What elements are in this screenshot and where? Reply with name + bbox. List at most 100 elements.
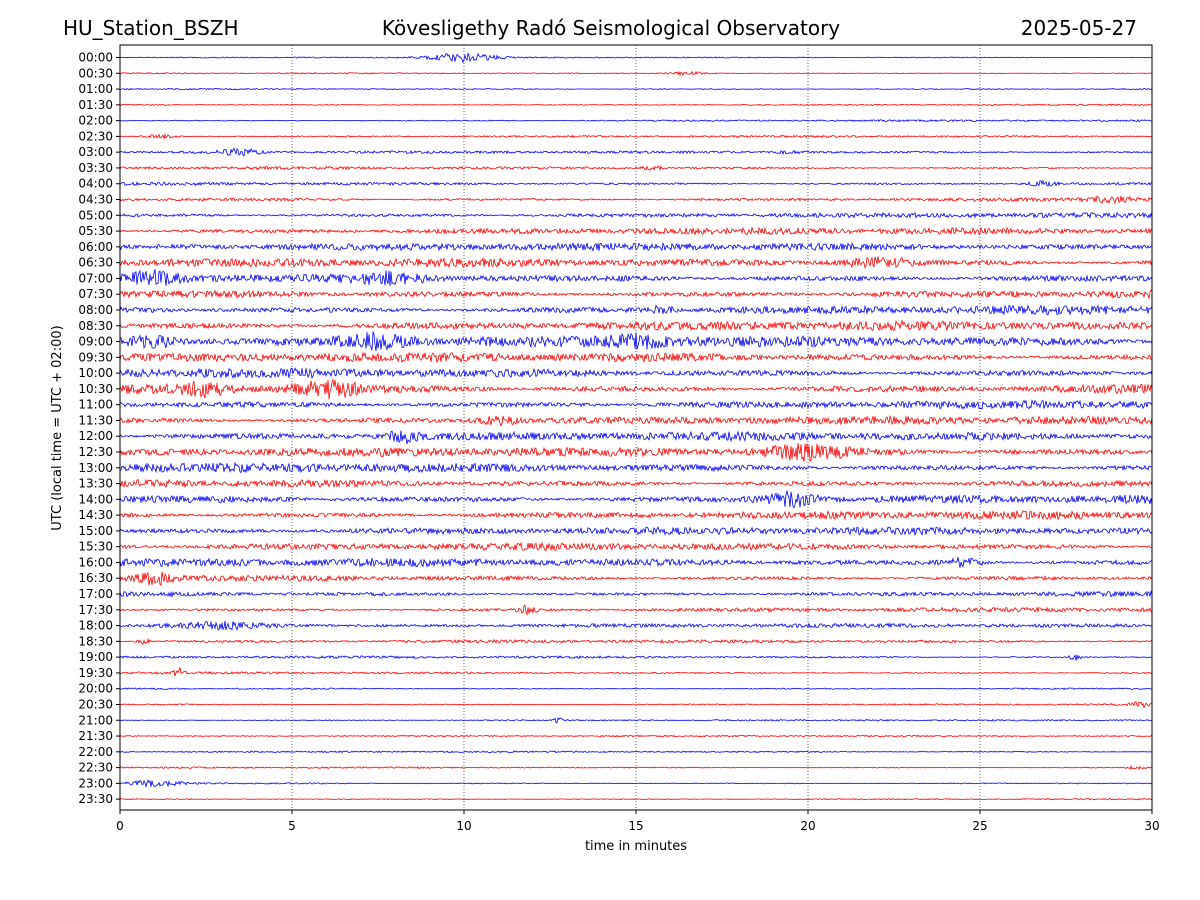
trace-time-label: 16:30 [78,571,113,585]
trace-1000 [119,367,1153,379]
trace-time-label: 09:00 [78,335,113,349]
trace-1230 [119,443,1153,462]
trace-0000 [120,51,1152,64]
trace-time-label: 17:30 [78,603,113,617]
trace-1030 [119,378,1153,400]
trace-2030 [120,701,1153,709]
trace-time-label: 23:30 [78,792,113,806]
trace-time-label: 08:30 [78,319,113,333]
trace-time-label: 20:00 [78,682,113,696]
trace-time-label: 13:00 [78,461,113,475]
trace-0500 [119,211,1153,220]
x-tick-label: 20 [800,819,815,833]
x-tick-label: 5 [288,819,296,833]
x-axis-label: time in minutes [585,839,687,854]
trace-time-label: 00:00 [78,51,113,65]
trace-2300 [119,779,1153,789]
trace-time-label: 19:00 [78,650,113,664]
trace-time-label: 22:00 [78,745,113,759]
trace-time-label: 14:00 [78,492,113,506]
trace-0630 [119,256,1153,269]
y-axis-label: UTC (local time = UTC + 02:00) [50,325,65,530]
trace-time-label: 05:00 [78,208,113,222]
trace-time-label: 21:00 [78,713,113,727]
trace-time-label: 19:30 [78,666,113,680]
trace-0530 [119,226,1153,236]
trace-2130 [119,734,1153,738]
trace-time-label: 13:30 [78,477,113,491]
trace-time-label: 02:00 [78,114,113,128]
x-tick-label: 25 [972,819,987,833]
trace-0830 [119,319,1153,332]
trace-0400 [119,179,1153,187]
trace-time-label: 20:30 [78,697,113,711]
trace-time-label: 07:30 [78,287,113,301]
trace-2330 [120,798,1153,801]
trace-time-label: 12:00 [78,429,113,443]
trace-time-label: 18:00 [78,619,113,633]
trace-0300 [119,147,1153,157]
trace-time-label: 03:00 [78,145,113,159]
trace-time-label: 00:30 [78,66,113,80]
trace-0730 [119,289,1153,300]
trace-0430 [119,195,1153,205]
trace-0700 [119,269,1153,286]
trace-0900 [119,330,1153,352]
trace-1430 [119,509,1153,521]
trace-2000 [119,687,1153,691]
trace-time-label: 18:30 [78,634,113,648]
trace-0130 [119,103,1153,107]
trace-0100 [119,87,1153,91]
trace-0230 [119,133,1153,140]
trace-0030 [119,70,1153,77]
trace-time-label: 23:00 [78,776,113,790]
trace-0200 [119,119,1152,123]
trace-time-label: 07:00 [78,271,113,285]
trace-1630 [119,571,1153,586]
x-tick-label: 15 [628,819,643,833]
trace-1200 [119,430,1153,444]
trace-1900 [119,654,1152,661]
trace-1830 [120,638,1153,645]
chart-date: 2025-05-27 [1021,16,1137,40]
trace-time-label: 05:30 [78,224,113,238]
trace-2230 [119,764,1153,771]
trace-time-label: 22:30 [78,761,113,775]
trace-time-label: 21:30 [78,729,113,743]
chart-title: Kövesligethy Radó Seismological Observat… [382,16,840,40]
trace-time-label: 04:30 [78,193,113,207]
trace-time-label: 11:00 [78,398,113,412]
trace-2200 [120,750,1153,754]
trace-time-label: 17:00 [78,587,113,601]
trace-1930 [119,667,1153,677]
station-name: HU_Station_BSZH [63,16,239,40]
trace-1500 [119,526,1153,536]
trace-time-label: 15:30 [78,540,113,554]
x-tick-label: 10 [456,819,471,833]
trace-1100 [119,398,1153,410]
trace-time-label: 06:00 [78,240,113,254]
trace-time-label: 11:30 [78,413,113,427]
plot-frame [119,44,1153,811]
trace-0330 [119,165,1153,171]
trace-time-label: 14:30 [78,508,113,522]
seismic-traces [119,51,1153,801]
trace-1130 [119,414,1153,427]
trace-time-label: 12:30 [78,445,113,459]
trace-time-label: 08:00 [78,303,113,317]
trace-0800 [119,304,1153,316]
trace-1800 [119,620,1153,631]
trace-1330 [119,478,1153,489]
x-tick-label: 30 [1144,819,1159,833]
trace-time-label: 06:30 [78,256,113,270]
trace-0930 [119,351,1153,364]
trace-time-label: 01:30 [78,98,113,112]
x-tick-label: 0 [116,819,124,833]
trace-time-label: 16:00 [78,555,113,569]
trace-1600 [119,557,1153,568]
trace-time-label: 10:30 [78,382,113,396]
trace-time-label: 03:30 [78,161,113,175]
